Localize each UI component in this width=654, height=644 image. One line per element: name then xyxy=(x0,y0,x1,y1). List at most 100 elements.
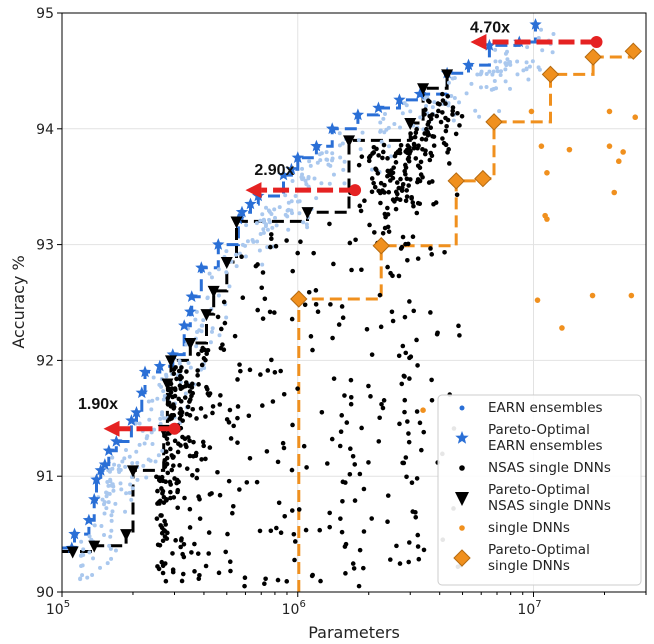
earn-ensemble-point xyxy=(286,227,291,232)
nsas-dnn-point xyxy=(160,570,166,576)
nsas-dnn-point xyxy=(187,506,193,512)
nsas-dnn-point xyxy=(415,179,420,185)
nsas-dnn-point xyxy=(405,257,410,263)
nsas-dnn-point xyxy=(330,335,335,341)
single-pareto-diamond-marker xyxy=(584,48,602,66)
nsas-dnn-point xyxy=(172,387,178,393)
nsas-dnn-point xyxy=(431,201,436,207)
earn-ensemble-point xyxy=(110,509,115,514)
nsas-dnn-point xyxy=(199,362,205,368)
nsas-dnn-point xyxy=(392,199,397,204)
nsas-dnn-point xyxy=(350,454,356,459)
earn-ensemble-point xyxy=(255,239,260,244)
nsas-dnn-point xyxy=(182,495,187,501)
nsas-dnn-point xyxy=(190,406,196,412)
nsas-dnn-point xyxy=(328,302,333,307)
nsas-dnn-point xyxy=(418,172,424,177)
earn-ensemble-point xyxy=(79,553,84,558)
earn-ensemble-point xyxy=(551,32,556,37)
nsas-dnn-point xyxy=(459,113,465,119)
nsas-dnn-point xyxy=(378,324,384,330)
nsas-dnn-point xyxy=(378,180,384,186)
nsas-dnn-point xyxy=(265,368,271,373)
nsas-dnn-point xyxy=(347,471,353,477)
earn-ensemble-point xyxy=(494,65,499,70)
nsas-dnn-point xyxy=(422,151,428,157)
nsas-dnn-point xyxy=(385,205,390,211)
nsas-dnn-point xyxy=(380,405,386,411)
y-tick-label: 95 xyxy=(36,6,54,22)
nsas-dnn-point xyxy=(189,393,194,399)
earn-ensemble-point xyxy=(525,45,530,50)
nsas-dnn-point xyxy=(427,99,432,105)
nsas-dnn-point xyxy=(344,420,350,425)
nsas-dnn-point xyxy=(382,190,387,195)
nsas-dnn-point xyxy=(176,368,182,374)
earn-ensemble-point xyxy=(90,573,95,578)
earn-pareto-star-marker xyxy=(68,527,81,540)
y-tick-label: 90 xyxy=(36,585,54,601)
nsas-dnn-point xyxy=(217,402,223,407)
earn-ensemble-point xyxy=(129,497,134,502)
nsas-dnn-point xyxy=(403,455,409,460)
nsas-dnn-point xyxy=(278,530,284,535)
earn-pareto-star-marker xyxy=(110,435,123,447)
earn-pareto-star-marker xyxy=(277,168,290,181)
earn-ensemble-point xyxy=(273,215,278,220)
nsas-dnn-point xyxy=(156,475,162,480)
earn-ensemble-point xyxy=(243,243,248,248)
earn-ensemble-point xyxy=(144,475,149,480)
nsas-dnn-point xyxy=(178,544,183,550)
nsas-dnn-point xyxy=(327,221,332,227)
nsas-dnn-point xyxy=(160,563,166,569)
nsas-dnn-point xyxy=(242,575,248,581)
nsas-pareto-triangle-marker xyxy=(200,309,213,322)
y-tick-label: 91 xyxy=(36,469,54,485)
nsas-dnn-point xyxy=(160,491,165,496)
nsas-dnn-point xyxy=(409,196,414,201)
nsas-dnn-point xyxy=(244,480,250,485)
earn-ensemble-point xyxy=(85,575,90,580)
earn-ensemble-point xyxy=(160,410,165,415)
earn-ensemble-point xyxy=(356,138,361,143)
nsas-dnn-point xyxy=(191,439,196,445)
nsas-dnn-point xyxy=(428,246,433,251)
speedup-arrow-origin-dot xyxy=(168,422,181,435)
earn-pareto-star-marker xyxy=(413,87,427,100)
nsas-dnn-point xyxy=(174,477,180,483)
scatter-clouds xyxy=(78,27,639,589)
earn-ensemble-point xyxy=(98,565,103,570)
single-pareto-diamond-marker xyxy=(290,290,308,308)
earn-ensemble-point xyxy=(319,151,324,156)
nsas-dnn-point xyxy=(385,224,391,230)
nsas-pareto-triangle-marker xyxy=(441,69,454,82)
earn-ensemble-point xyxy=(325,157,330,162)
nsas-dnn-point xyxy=(295,250,300,256)
nsas-dnn-point xyxy=(178,538,184,543)
nsas-dnn-point xyxy=(263,576,268,582)
earn-ensemble-point xyxy=(243,254,248,259)
nsas-dnn-point xyxy=(331,261,336,267)
nsas-dnn-point xyxy=(154,516,160,521)
earn-ensemble-point xyxy=(505,57,510,62)
nsas-dnn-point xyxy=(440,91,445,97)
nsas-dnn-point xyxy=(338,429,344,434)
earn-ensemble-point xyxy=(305,225,310,230)
earn-ensemble-point xyxy=(319,181,324,186)
earn-ensemble-point xyxy=(130,486,135,491)
nsas-dnn-point xyxy=(414,210,420,216)
nsas-dnn-point xyxy=(178,443,183,448)
earn-ensemble-point xyxy=(208,340,213,345)
earn-ensemble-point xyxy=(258,218,263,223)
nsas-dnn-point xyxy=(180,385,186,390)
nsas-dnn-point xyxy=(423,137,429,142)
earn-pareto-star-marker xyxy=(185,290,198,302)
nsas-dnn-point xyxy=(438,119,444,125)
nsas-dnn-point xyxy=(303,527,309,533)
nsas-dnn-point xyxy=(206,551,211,556)
nsas-dnn-point xyxy=(315,309,321,315)
nsas-dnn-point xyxy=(359,425,364,431)
nsas-dnn-point xyxy=(406,183,411,188)
earn-ensemble-point xyxy=(113,548,118,553)
nsas-dnn-point xyxy=(168,446,173,452)
